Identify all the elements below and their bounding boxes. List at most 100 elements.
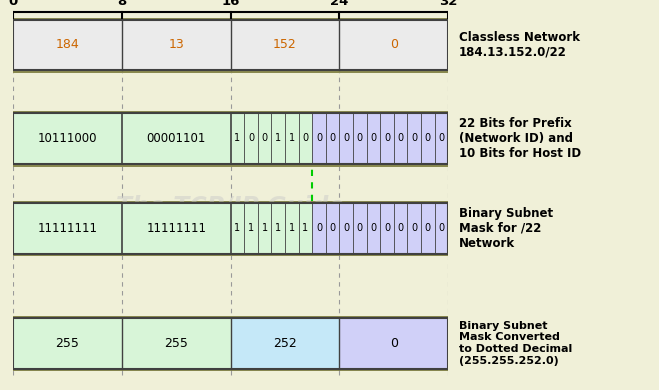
Bar (312, 113, 326, 164)
Bar (272, 203, 285, 254)
Bar (421, 203, 434, 254)
Text: 0: 0 (438, 223, 444, 233)
Bar (13, 20, 448, 70)
Text: 16: 16 (221, 0, 240, 8)
Text: 8: 8 (117, 0, 127, 8)
Bar (339, 318, 448, 369)
Bar (339, 20, 448, 70)
Text: Binary Subnet
Mask for /22
Network: Binary Subnet Mask for /22 Network (459, 207, 553, 250)
Text: 11111111: 11111111 (38, 222, 98, 235)
Text: 255: 255 (164, 337, 188, 350)
Bar (13, 316, 448, 371)
Bar (285, 113, 299, 164)
Text: 0: 0 (248, 133, 254, 144)
Text: 0: 0 (370, 223, 376, 233)
Text: 0: 0 (343, 223, 349, 233)
Bar (312, 203, 326, 254)
Bar (13, 111, 448, 167)
Bar (13, 203, 448, 254)
Text: 0: 0 (262, 133, 268, 144)
Bar (122, 203, 231, 254)
Bar (13, 203, 122, 254)
Text: 22 Bits for Prefix
(Network ID) and
10 Bits for Host ID: 22 Bits for Prefix (Network ID) and 10 B… (459, 117, 581, 160)
Bar (434, 203, 448, 254)
Text: 0: 0 (9, 0, 18, 8)
Text: 252: 252 (273, 337, 297, 350)
Text: 0: 0 (330, 133, 335, 144)
Text: 1: 1 (302, 223, 308, 233)
Text: 152: 152 (273, 38, 297, 51)
Text: 24: 24 (330, 0, 349, 8)
Bar (299, 203, 312, 254)
Text: 00001101: 00001101 (146, 132, 206, 145)
Text: 1: 1 (275, 223, 281, 233)
Text: 0: 0 (438, 133, 444, 144)
Bar (407, 113, 421, 164)
Bar (122, 113, 231, 164)
Text: 1: 1 (235, 133, 241, 144)
Text: 0: 0 (411, 223, 417, 233)
Bar (380, 203, 394, 254)
Bar (13, 18, 448, 73)
Text: 0: 0 (424, 133, 431, 144)
Bar (339, 203, 353, 254)
Text: 0: 0 (357, 133, 363, 144)
Text: 0: 0 (411, 133, 417, 144)
Text: Classless Network
184.13.152.0/22: Classless Network 184.13.152.0/22 (459, 31, 580, 59)
Bar (339, 113, 353, 164)
Text: 1: 1 (289, 223, 295, 233)
Bar (122, 20, 231, 70)
Bar (380, 113, 394, 164)
Bar (394, 113, 407, 164)
Text: 1: 1 (275, 133, 281, 144)
Text: 0: 0 (302, 133, 308, 144)
Text: 0: 0 (389, 337, 398, 350)
Text: 0: 0 (384, 223, 390, 233)
Text: 0: 0 (370, 133, 376, 144)
Bar (272, 113, 285, 164)
Text: 32: 32 (439, 0, 457, 8)
Bar (244, 113, 258, 164)
Bar (13, 201, 448, 257)
Bar (13, 113, 448, 164)
Bar (13, 20, 122, 70)
Bar (326, 113, 339, 164)
Text: 0: 0 (389, 38, 398, 51)
Bar (231, 203, 244, 254)
Text: 0: 0 (357, 223, 363, 233)
Text: 184: 184 (55, 38, 80, 51)
Text: The TCP/IP Guide: The TCP/IP Guide (117, 195, 345, 219)
Bar (231, 318, 339, 369)
Text: 0: 0 (316, 133, 322, 144)
Text: Binary Subnet
Mask Converted
to Dotted Decimal
(255.255.252.0): Binary Subnet Mask Converted to Dotted D… (459, 321, 572, 365)
Bar (13, 318, 122, 369)
Bar (122, 318, 231, 369)
Bar (299, 113, 312, 164)
Bar (394, 203, 407, 254)
Text: 11111111: 11111111 (146, 222, 206, 235)
Bar (231, 113, 244, 164)
Bar (366, 203, 380, 254)
Bar (353, 203, 366, 254)
Text: 255: 255 (55, 337, 80, 350)
Text: 0: 0 (384, 133, 390, 144)
Text: 1: 1 (262, 223, 268, 233)
Text: 1: 1 (248, 223, 254, 233)
Text: 10111000: 10111000 (38, 132, 98, 145)
Text: 0: 0 (343, 133, 349, 144)
Text: 13: 13 (169, 38, 184, 51)
Bar (244, 203, 258, 254)
Bar (407, 203, 421, 254)
Text: 0: 0 (316, 223, 322, 233)
Bar (13, 113, 122, 164)
Bar (231, 20, 339, 70)
Bar (421, 113, 434, 164)
Bar (13, 318, 448, 369)
Bar (353, 113, 366, 164)
Text: 0: 0 (424, 223, 431, 233)
Text: 0: 0 (397, 223, 403, 233)
Bar (326, 203, 339, 254)
Bar (258, 203, 272, 254)
Text: 1: 1 (235, 223, 241, 233)
Text: 0: 0 (397, 133, 403, 144)
